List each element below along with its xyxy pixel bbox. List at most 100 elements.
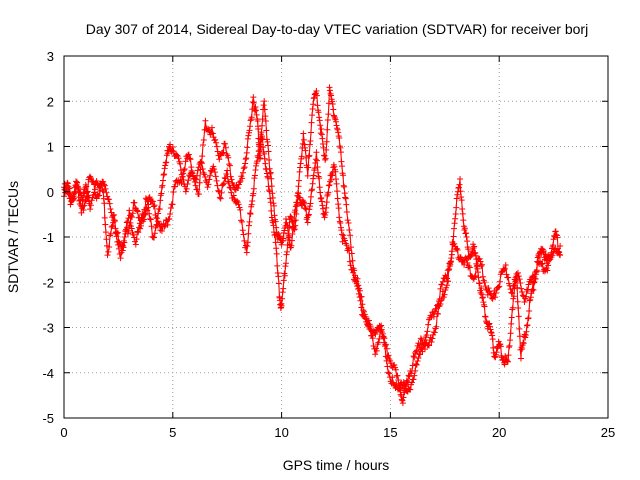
data-point-marker: [296, 168, 303, 175]
data-point-marker: [433, 305, 440, 312]
data-point-marker: [227, 184, 234, 191]
data-point-marker: [280, 277, 287, 284]
data-point-marker: [333, 176, 339, 183]
data-point-marker: [178, 180, 185, 187]
data-point-marker: [208, 124, 215, 131]
data-point-marker: [463, 234, 470, 241]
data-point-marker: [448, 258, 455, 265]
data-point-marker: [346, 247, 353, 254]
data-point-marker: [102, 221, 109, 228]
data-point-marker: [315, 169, 322, 176]
data-point-marker: [465, 246, 472, 253]
data-point-marker: [243, 249, 250, 256]
data-point-marker: [302, 204, 309, 211]
data-point-marker: [556, 249, 563, 256]
data-point-marker: [222, 175, 229, 182]
data-point-marker: [157, 197, 164, 204]
data-point-marker: [315, 109, 322, 116]
data-point-marker: [322, 155, 329, 162]
data-point-marker: [344, 217, 351, 224]
data-point-marker: [74, 184, 81, 191]
x-tick-label: 0: [60, 425, 67, 440]
data-point-marker: [365, 317, 372, 324]
data-point-marker: [477, 258, 484, 265]
data-point-marker: [146, 194, 153, 201]
data-point-marker: [358, 304, 365, 311]
data-point-marker: [319, 202, 326, 209]
data-point-marker: [377, 327, 384, 334]
data-point-marker: [372, 331, 379, 338]
data-point-marker: [245, 230, 252, 237]
data-point-marker: [194, 172, 201, 179]
data-point-marker: [75, 185, 82, 192]
data-point-marker: [522, 331, 529, 338]
data-point-marker: [305, 212, 312, 219]
data-point-marker: [486, 320, 493, 327]
data-point-marker: [144, 207, 151, 214]
data-point-marker: [156, 206, 163, 213]
data-point-marker: [134, 228, 141, 235]
data-point-marker: [90, 178, 97, 185]
data-point-marker: [522, 334, 529, 341]
data-point-marker: [109, 212, 116, 219]
data-point-marker: [288, 237, 295, 244]
data-point-marker: [506, 342, 513, 349]
data-point-marker: [305, 153, 312, 160]
data-point-marker: [336, 143, 343, 150]
data-point-marker: [338, 163, 345, 170]
data-point-marker: [553, 231, 560, 238]
data-point-marker: [158, 184, 165, 191]
data-point-marker: [524, 288, 531, 295]
data-point-marker: [435, 301, 441, 308]
data-point-marker: [327, 87, 334, 94]
data-point-marker: [74, 179, 81, 186]
data-point-marker: [502, 262, 509, 269]
data-point-marker: [504, 358, 511, 365]
data-point-marker: [292, 207, 299, 214]
data-point-marker: [250, 185, 257, 192]
data-point-marker: [325, 189, 332, 196]
data-point-marker: [527, 296, 534, 303]
data-point-marker: [285, 234, 292, 241]
data-point-marker: [394, 372, 401, 379]
data-point-marker: [466, 263, 473, 270]
data-point-marker: [454, 191, 461, 198]
data-point-marker: [485, 285, 492, 292]
data-point-marker: [107, 205, 114, 212]
data-point-marker: [194, 186, 201, 193]
data-point-marker: [318, 198, 325, 205]
data-point-marker: [408, 379, 415, 386]
data-point-marker: [145, 204, 152, 211]
data-point-marker: [330, 112, 337, 119]
data-point-marker: [248, 201, 255, 208]
data-point-marker: [532, 271, 539, 278]
data-point-marker: [524, 322, 531, 329]
data-point-marker: [349, 257, 356, 264]
data-point-marker: [137, 225, 144, 232]
data-point-marker: [265, 174, 271, 181]
data-point-marker: [170, 189, 177, 196]
data-point-marker: [101, 182, 108, 189]
data-point-marker: [527, 294, 534, 301]
data-point-marker: [372, 351, 379, 358]
data-series: [61, 84, 564, 407]
data-point-marker: [487, 290, 494, 297]
data-point-marker: [336, 134, 343, 141]
data-point-marker: [313, 149, 320, 156]
data-point-marker: [158, 228, 165, 235]
y-tick-label: -4: [42, 366, 54, 381]
data-point-marker: [265, 142, 271, 149]
data-point-marker: [402, 383, 409, 390]
data-point-marker: [341, 183, 348, 190]
data-point-marker: [521, 299, 528, 306]
data-point-marker: [274, 270, 281, 277]
data-point-marker: [411, 372, 418, 379]
data-point-marker: [295, 190, 302, 197]
data-point-marker: [239, 227, 246, 234]
data-point-marker: [133, 236, 140, 243]
data-point-marker: [429, 335, 436, 342]
data-point-marker: [530, 287, 537, 294]
data-point-marker: [260, 144, 267, 151]
data-point-marker: [278, 302, 285, 309]
data-point-marker: [265, 148, 272, 155]
